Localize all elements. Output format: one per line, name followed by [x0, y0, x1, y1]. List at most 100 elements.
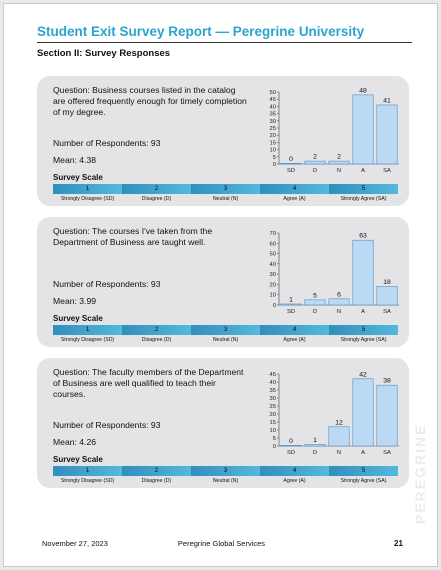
x-tick-label: D — [313, 309, 317, 315]
x-tick-label: A — [361, 450, 365, 456]
survey-scale-title: Survey Scale — [53, 314, 103, 323]
scale-number: 5 — [329, 184, 398, 194]
y-tick-label: 40 — [270, 380, 276, 386]
scale-item-4: 4 Agree (A) — [260, 325, 329, 345]
section-title: Section II: Survey Responses — [37, 48, 171, 59]
data-label: 18 — [383, 279, 391, 286]
bar-sa — [376, 384, 398, 447]
data-label: 5 — [313, 292, 317, 299]
y-tick-label: 50 — [270, 252, 276, 258]
data-label: 1 — [313, 437, 317, 444]
y-tick-label: 35 — [270, 388, 276, 394]
scale-item-4: 4 Agree (A) — [260, 466, 329, 486]
y-tick-label: 15 — [270, 420, 276, 426]
scale-number: 5 — [329, 466, 398, 476]
bar-n — [328, 160, 350, 165]
x-tick-label: N — [337, 309, 341, 315]
y-tick-label: 15 — [270, 140, 276, 146]
bar-a — [352, 239, 374, 306]
data-label: 12 — [335, 419, 343, 426]
x-tick-label: A — [361, 309, 365, 315]
mean-value: Mean: 3.99 — [53, 296, 96, 306]
scale-number: 2 — [122, 466, 191, 476]
bar-d — [304, 444, 326, 447]
y-tick-label: 25 — [270, 126, 276, 132]
data-label: 38 — [383, 378, 391, 385]
scale-number: 3 — [191, 466, 260, 476]
y-tick-label: 0 — [273, 162, 276, 168]
scale-number: 2 — [122, 325, 191, 335]
scale-item-2: 2 Disagree (D) — [122, 184, 191, 204]
x-tick-label: D — [313, 450, 317, 456]
x-tick-label: SD — [287, 309, 295, 315]
scale-number: 1 — [53, 325, 122, 335]
scale-label: Agree (A) — [260, 476, 329, 486]
y-tick-label: 20 — [270, 133, 276, 139]
x-tick-label: SA — [383, 450, 391, 456]
mean-value: Mean: 4.38 — [53, 155, 96, 165]
y-tick-label: 10 — [270, 428, 276, 434]
y-tick-label: 40 — [270, 262, 276, 268]
scale-label: Strongly Disagree (SD) — [53, 476, 122, 486]
y-tick-label: 45 — [270, 97, 276, 103]
scale-label: Disagree (D) — [122, 335, 191, 345]
bar-sd — [280, 163, 302, 165]
scale-number: 1 — [53, 184, 122, 194]
y-tick-label: 45 — [270, 372, 276, 378]
scale-item-3: 3 Neutral (N) — [191, 466, 260, 486]
bar-d — [304, 160, 326, 165]
x-tick-label: N — [337, 450, 341, 456]
y-tick-label: 50 — [270, 90, 276, 96]
scale-label: Agree (A) — [260, 335, 329, 345]
data-label: 48 — [359, 87, 367, 94]
respondents-count: Number of Respondents: 93 — [53, 279, 161, 289]
bar-sd — [280, 445, 302, 447]
bar-n — [328, 298, 350, 306]
respondents-count: Number of Respondents: 93 — [53, 138, 161, 148]
question-text: Question: Business courses listed in the… — [53, 85, 247, 117]
mean-value: Mean: 4.26 — [53, 437, 96, 447]
scale-number: 5 — [329, 325, 398, 335]
scale-label: Disagree (D) — [122, 476, 191, 486]
x-tick-label: D — [313, 168, 317, 174]
scale-item-1: 1 Strongly Disagree (SD) — [53, 325, 122, 345]
scale-item-5: 5 Strongly Agree (SA) — [329, 466, 398, 486]
y-tick-label: 70 — [270, 231, 276, 237]
y-tick-label: 40 — [270, 104, 276, 110]
data-label: 2 — [337, 154, 341, 161]
y-tick-label: 5 — [273, 155, 276, 161]
title-divider — [37, 42, 412, 43]
bar-sa — [376, 104, 398, 165]
y-tick-label: 20 — [270, 412, 276, 418]
scale-item-1: 1 Strongly Disagree (SD) — [53, 184, 122, 204]
footer-date: November 27, 2023 — [42, 539, 108, 548]
bar-a — [352, 94, 374, 165]
bar-sd — [280, 303, 302, 306]
scale-label: Strongly Agree (SA) — [329, 194, 398, 204]
scale-number: 1 — [53, 466, 122, 476]
scale-label: Strongly Disagree (SD) — [53, 194, 122, 204]
x-tick-label: SA — [383, 309, 391, 315]
data-label: 0 — [289, 156, 293, 163]
scale-label: Neutral (N) — [191, 476, 260, 486]
scale-item-4: 4 Agree (A) — [260, 184, 329, 204]
y-tick-label: 25 — [270, 404, 276, 410]
scale-item-3: 3 Neutral (N) — [191, 184, 260, 204]
data-label: 6 — [337, 291, 341, 298]
scale-item-5: 5 Strongly Agree (SA) — [329, 184, 398, 204]
peregrine-watermark: PEREGRINE — [412, 423, 428, 524]
y-tick-label: 30 — [270, 396, 276, 402]
data-label: 1 — [289, 296, 293, 303]
x-tick-label: A — [361, 168, 365, 174]
data-label: 0 — [289, 438, 293, 445]
respondents-count: Number of Respondents: 93 — [53, 420, 161, 430]
question-text: Question: The courses I've taken from th… — [53, 226, 213, 247]
x-tick-label: SA — [383, 168, 391, 174]
x-tick-label: N — [337, 168, 341, 174]
scale-label: Disagree (D) — [122, 194, 191, 204]
y-tick-label: 10 — [270, 293, 276, 299]
survey-scale-title: Survey Scale — [53, 455, 103, 464]
scale-item-1: 1 Strongly Disagree (SD) — [53, 466, 122, 486]
y-tick-label: 10 — [270, 148, 276, 154]
